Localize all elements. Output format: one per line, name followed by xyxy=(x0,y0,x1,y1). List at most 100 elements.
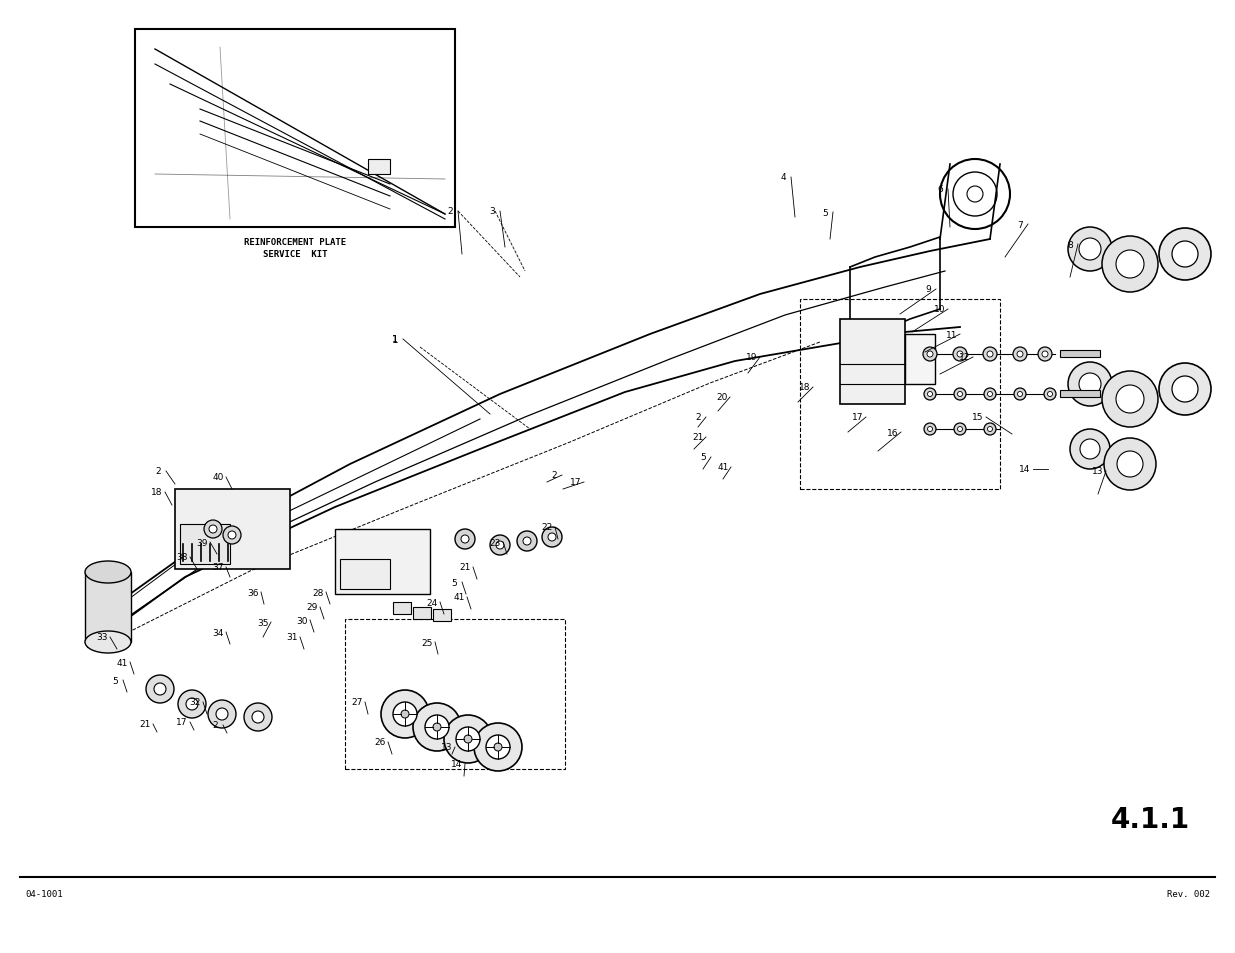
Ellipse shape xyxy=(85,561,131,583)
Circle shape xyxy=(1070,430,1110,470)
Text: 1: 1 xyxy=(391,335,399,345)
Text: SERVICE  KIT: SERVICE KIT xyxy=(263,250,327,258)
Text: 19: 19 xyxy=(746,354,758,362)
Text: 2: 2 xyxy=(447,208,453,216)
Text: 21: 21 xyxy=(693,433,704,442)
Circle shape xyxy=(382,690,429,739)
Text: 8: 8 xyxy=(1067,240,1073,250)
Circle shape xyxy=(494,743,501,751)
Text: 5: 5 xyxy=(700,453,706,462)
Text: 37: 37 xyxy=(212,563,224,572)
Bar xyxy=(85,573,131,642)
Circle shape xyxy=(1102,372,1158,428)
Circle shape xyxy=(1044,389,1056,400)
Circle shape xyxy=(401,710,409,719)
Ellipse shape xyxy=(85,631,131,654)
Text: 25: 25 xyxy=(421,638,432,647)
Circle shape xyxy=(209,525,217,534)
Circle shape xyxy=(207,700,236,728)
Circle shape xyxy=(1104,438,1156,491)
Circle shape xyxy=(393,702,417,726)
Text: 35: 35 xyxy=(257,618,269,627)
Circle shape xyxy=(186,699,198,710)
Circle shape xyxy=(984,389,995,400)
Text: 12: 12 xyxy=(960,354,971,362)
Text: 04-1001: 04-1001 xyxy=(25,889,63,898)
Text: 31: 31 xyxy=(287,633,298,641)
Circle shape xyxy=(1047,392,1052,397)
Bar xyxy=(393,602,411,615)
Circle shape xyxy=(548,534,556,541)
Circle shape xyxy=(522,537,531,545)
Text: 13: 13 xyxy=(441,742,453,752)
Circle shape xyxy=(224,526,241,544)
Text: 34: 34 xyxy=(212,628,224,637)
Text: 2: 2 xyxy=(156,467,161,476)
Text: 11: 11 xyxy=(946,330,958,339)
Circle shape xyxy=(496,541,504,550)
Bar xyxy=(1060,391,1100,397)
Circle shape xyxy=(464,735,472,743)
Text: 2: 2 xyxy=(551,471,557,480)
Text: 5: 5 xyxy=(451,578,457,587)
Circle shape xyxy=(228,532,236,539)
Circle shape xyxy=(1116,386,1144,414)
Circle shape xyxy=(1172,242,1198,268)
Bar xyxy=(800,299,1000,490)
Circle shape xyxy=(490,536,510,556)
Text: 41: 41 xyxy=(116,658,127,667)
Text: 22: 22 xyxy=(541,523,552,532)
Circle shape xyxy=(474,723,522,771)
Circle shape xyxy=(456,727,480,751)
Circle shape xyxy=(953,423,966,436)
Text: 2: 2 xyxy=(695,413,700,422)
Text: 2: 2 xyxy=(212,720,217,730)
Text: 36: 36 xyxy=(247,588,259,597)
Circle shape xyxy=(1014,389,1026,400)
Circle shape xyxy=(154,683,165,696)
Circle shape xyxy=(924,423,936,436)
Text: 27: 27 xyxy=(351,698,363,707)
Text: 23: 23 xyxy=(489,537,500,547)
Circle shape xyxy=(517,532,537,552)
Circle shape xyxy=(461,536,469,543)
Circle shape xyxy=(957,352,963,357)
Bar xyxy=(905,335,935,385)
Circle shape xyxy=(1079,439,1100,459)
Circle shape xyxy=(984,423,995,436)
Circle shape xyxy=(146,676,174,703)
Text: 20: 20 xyxy=(716,393,727,402)
Text: 30: 30 xyxy=(296,616,308,625)
Text: 10: 10 xyxy=(934,305,946,314)
Circle shape xyxy=(927,427,932,432)
Circle shape xyxy=(988,392,993,397)
Text: 7: 7 xyxy=(1018,220,1023,230)
Circle shape xyxy=(1016,352,1023,357)
Text: 39: 39 xyxy=(196,537,207,547)
Circle shape xyxy=(454,530,475,550)
Text: 1: 1 xyxy=(393,335,398,344)
Circle shape xyxy=(988,427,993,432)
Circle shape xyxy=(245,703,272,731)
Text: 28: 28 xyxy=(312,588,324,597)
Circle shape xyxy=(178,690,206,719)
Bar xyxy=(412,607,431,619)
Text: 6: 6 xyxy=(937,185,942,194)
Circle shape xyxy=(1116,452,1144,477)
Bar xyxy=(335,530,430,595)
Text: 24: 24 xyxy=(426,598,437,607)
Circle shape xyxy=(204,520,222,538)
Circle shape xyxy=(433,723,441,731)
Circle shape xyxy=(927,352,932,357)
Text: 41: 41 xyxy=(718,463,729,472)
Circle shape xyxy=(953,348,967,361)
Bar xyxy=(175,490,290,569)
Text: 26: 26 xyxy=(374,738,385,747)
Text: 41: 41 xyxy=(453,593,464,602)
Bar xyxy=(1060,351,1100,357)
Text: 33: 33 xyxy=(96,633,107,641)
Circle shape xyxy=(1158,364,1212,416)
Text: 5: 5 xyxy=(823,209,827,217)
Circle shape xyxy=(1172,376,1198,402)
Circle shape xyxy=(927,392,932,397)
